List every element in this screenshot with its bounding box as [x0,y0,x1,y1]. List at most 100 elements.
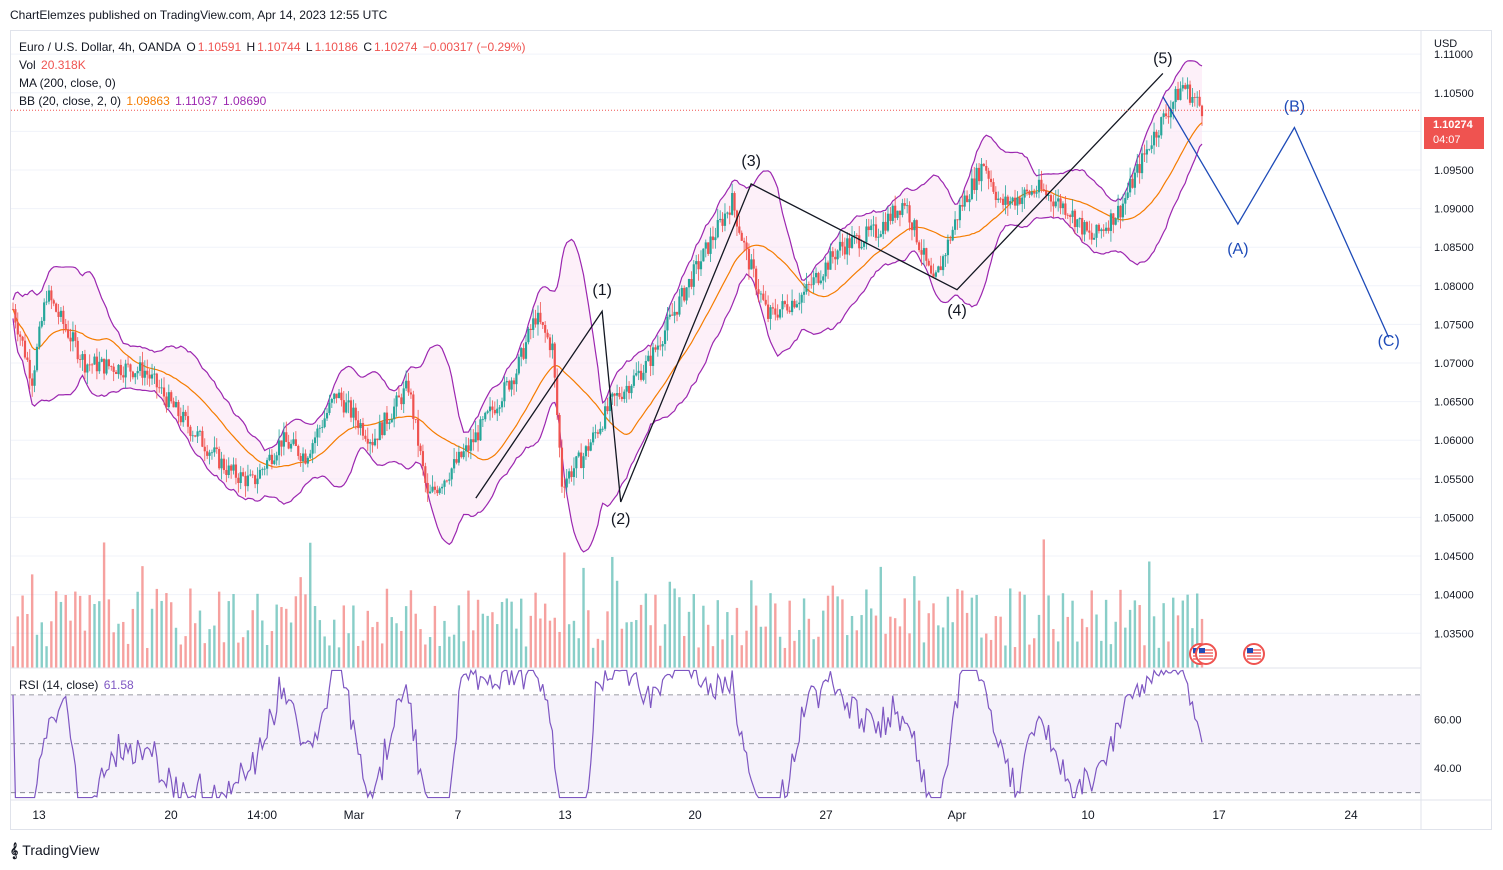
candle-body [944,255,947,257]
publisher-line: ChartElemzes published on TradingView.co… [10,8,388,22]
volume-bar [313,606,317,668]
candle-body [373,438,377,446]
candle-body [98,361,101,372]
volume-bar [261,620,264,668]
candle-body [448,479,451,481]
candle-body [297,445,300,456]
candle-body [800,294,803,303]
volume-bar [213,625,216,668]
volume-bar [764,626,767,668]
candle-body [349,400,353,418]
volume-bar [802,598,806,668]
candle-body [1057,198,1060,202]
volume-bar [543,603,547,668]
volume-bar [654,594,657,668]
candle-body [311,443,314,454]
candle-body [937,266,940,273]
candle-body [43,302,46,321]
volume-bar [251,610,254,668]
candle-body [541,322,544,326]
candle-body [230,465,233,471]
flag-ring [1195,643,1217,665]
candle-body [354,407,357,421]
volume-bar [126,643,130,668]
candle-body [306,457,309,464]
candle-body [292,439,295,444]
candle-body [222,458,226,471]
candle-body [1152,131,1156,146]
candle-body [498,407,501,409]
volume-bar [1133,600,1137,668]
candle-body [1138,164,1141,174]
volume-bar [500,601,504,668]
volume-bar [965,612,969,668]
volume-bar [577,638,580,668]
candle-body [393,406,396,420]
candle-body [1193,97,1196,98]
candle-body [1090,232,1093,240]
volume-bar [836,596,839,668]
volume-bar [601,640,604,668]
bb-legend[interactable]: BB (20, close, 2, 0) 1.09863 1.11037 1.0… [19,94,268,108]
candle-body [1095,224,1098,238]
volume-bar [860,615,863,668]
volume-value: 20.318K [41,58,86,72]
candle-body [788,310,791,313]
candle-body [894,205,897,218]
bb-lower-value: 1.08690 [222,94,267,108]
rsi-legend[interactable]: RSI (14, close) 61.58 [19,678,136,692]
volume-bar [850,615,854,668]
volume-bar [889,616,892,668]
candle-body [220,458,223,469]
volume-bar [131,608,135,668]
candle-body [1186,84,1189,89]
candle-body [474,432,477,443]
candle-body [755,268,758,290]
ma-legend[interactable]: MA (200, close, 0) [19,76,118,90]
volume-bar [102,542,106,668]
candle-body [781,301,784,310]
candle-body [584,446,588,457]
candle-body [503,382,506,402]
projection-lines [1162,96,1390,338]
volume-bar [69,620,72,668]
candle-body [884,221,887,231]
volume-bar [1119,589,1122,668]
tradingview-footer[interactable]: 𝄞 TradingView [10,842,99,859]
symbol-legend[interactable]: Euro / U.S. Dollar, 4h, OANDA O 1.10591 H… [19,40,527,54]
volume-bar [778,636,782,668]
price-tick-label: 1.06000 [1434,435,1474,447]
volume-bar [611,556,614,668]
volume-legend[interactable]: Vol 20.318K [19,58,88,72]
candle-body [476,432,480,441]
price-tick-label: 1.04500 [1434,551,1474,563]
candle-body [316,428,319,438]
price-tick-label: 1.05000 [1434,512,1474,524]
candle-body [1001,198,1005,205]
volume-bar [380,643,384,668]
candle-body [563,486,566,488]
candle-body [52,300,55,304]
volume-bar [630,621,633,668]
time-tick-label: 14:00 [247,808,277,822]
candle-body [1109,213,1113,231]
candle-body [932,273,935,277]
volume-bar [184,636,187,668]
volume-bar [366,610,369,668]
time-tick-label: 24 [1344,808,1358,822]
volume-bar [203,643,206,668]
candle-body [668,314,671,317]
volume-bar [414,613,417,668]
volume-bar [222,642,226,668]
candle-body [798,302,801,305]
volume-bar [788,600,791,668]
candle-body [189,426,192,436]
candle-body [587,446,590,451]
candle-body [246,475,250,487]
candle-body [381,422,384,436]
candle-body [999,198,1002,200]
candle-body [186,416,190,427]
last-price-box: 1.10274 04:07 [1424,117,1484,149]
candle-body [371,441,374,446]
